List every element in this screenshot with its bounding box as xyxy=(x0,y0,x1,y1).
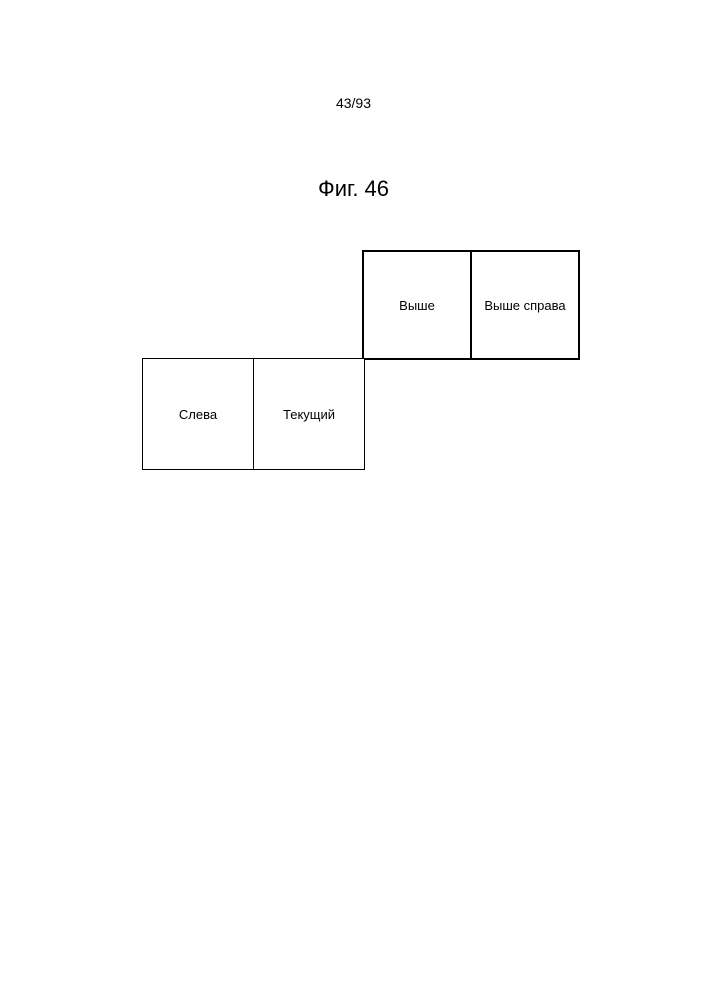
cell-current: Текущий xyxy=(253,358,365,470)
cell-above-right: Выше справа xyxy=(470,250,580,360)
cell-above: Выше xyxy=(362,250,472,360)
page: 43/93 Фиг. 46 Выше Выше справа Слева Тек… xyxy=(0,0,707,1000)
cell-left: Слева xyxy=(142,358,254,470)
block-diagram: Выше Выше справа Слева Текущий xyxy=(142,250,582,470)
page-number: 43/93 xyxy=(0,95,707,111)
figure-title: Фиг. 46 xyxy=(0,176,707,202)
